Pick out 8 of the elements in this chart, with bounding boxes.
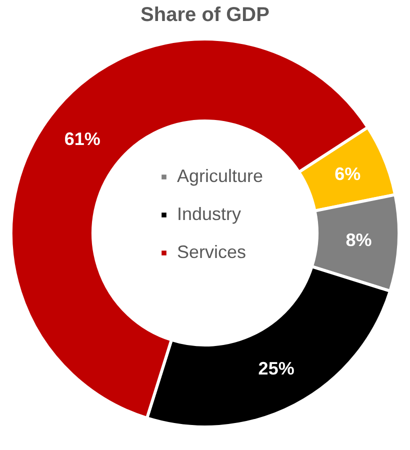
legend-label: Services	[177, 242, 246, 262]
legend-label: Agriculture	[177, 166, 264, 186]
data-label: 6%	[334, 164, 361, 184]
legend-label: Industry	[177, 204, 242, 224]
data-label: 61%	[64, 128, 100, 149]
data-label: 8%	[346, 230, 372, 250]
chart-title: Share of GDP	[140, 4, 270, 26]
data-label: 25%	[258, 358, 294, 378]
